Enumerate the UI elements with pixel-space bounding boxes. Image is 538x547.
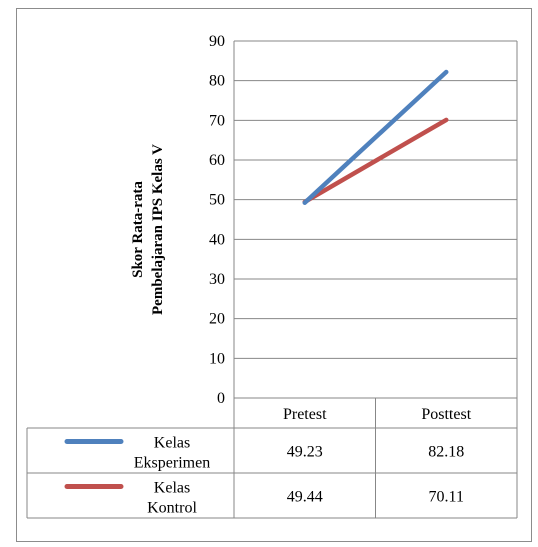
y-tick-label: 30 <box>209 271 225 288</box>
y-tick-label: 40 <box>209 231 225 248</box>
y-axis-title: Skor Rata-rata Pembelajaran IPS Kelas V <box>130 144 166 315</box>
gridlines <box>233 40 517 398</box>
y-tick-label: 60 <box>209 152 225 169</box>
data-value: 82.18 <box>428 444 464 461</box>
chart-frame: 0 10 20 30 40 50 60 70 80 90 Skor Rata-rata Pembel… <box>16 8 532 542</box>
y-axis-title-line: Pembelajaran IPS Kelas V <box>150 144 166 315</box>
legend-label: Kontrol <box>147 500 197 517</box>
line-chart: 0 10 20 30 40 50 60 70 80 90 Skor Rata-rata Pembel… <box>26 33 518 519</box>
data-value: 70.11 <box>429 489 464 506</box>
legend-label: Kelas <box>154 480 190 497</box>
data-value: 49.44 <box>287 489 323 506</box>
series-lines <box>302 69 449 205</box>
x-category-label: Pretest <box>283 406 327 423</box>
y-tick-label: 70 <box>209 112 225 129</box>
series-line-kelas-kontrol <box>302 117 449 205</box>
y-tick-label: 80 <box>209 73 225 90</box>
y-tick-label: 20 <box>209 311 225 328</box>
y-axis-label: Skor Rata-rata Pembelajaran IPS Kelas V <box>130 144 166 315</box>
y-tick-label: 90 <box>209 33 225 50</box>
series-line-kelas-eksperimen <box>302 69 449 205</box>
data-value: 49.23 <box>287 444 323 461</box>
data-table: Pretest Posttest Kelas Eksperimen 49.23 82.18… <box>26 41 518 519</box>
y-tick-label: 0 <box>217 390 225 407</box>
x-category-label: Posttest <box>421 406 471 423</box>
y-tick-label: 50 <box>209 192 225 209</box>
y-tick-label: 10 <box>209 350 225 367</box>
legend-label: Eksperimen <box>134 455 210 472</box>
legend-label: Kelas <box>154 435 190 452</box>
y-axis-title-line: Skor Rata-rata <box>130 181 146 278</box>
y-tick-labels: 0 10 20 30 40 50 60 70 80 90 <box>209 33 225 407</box>
